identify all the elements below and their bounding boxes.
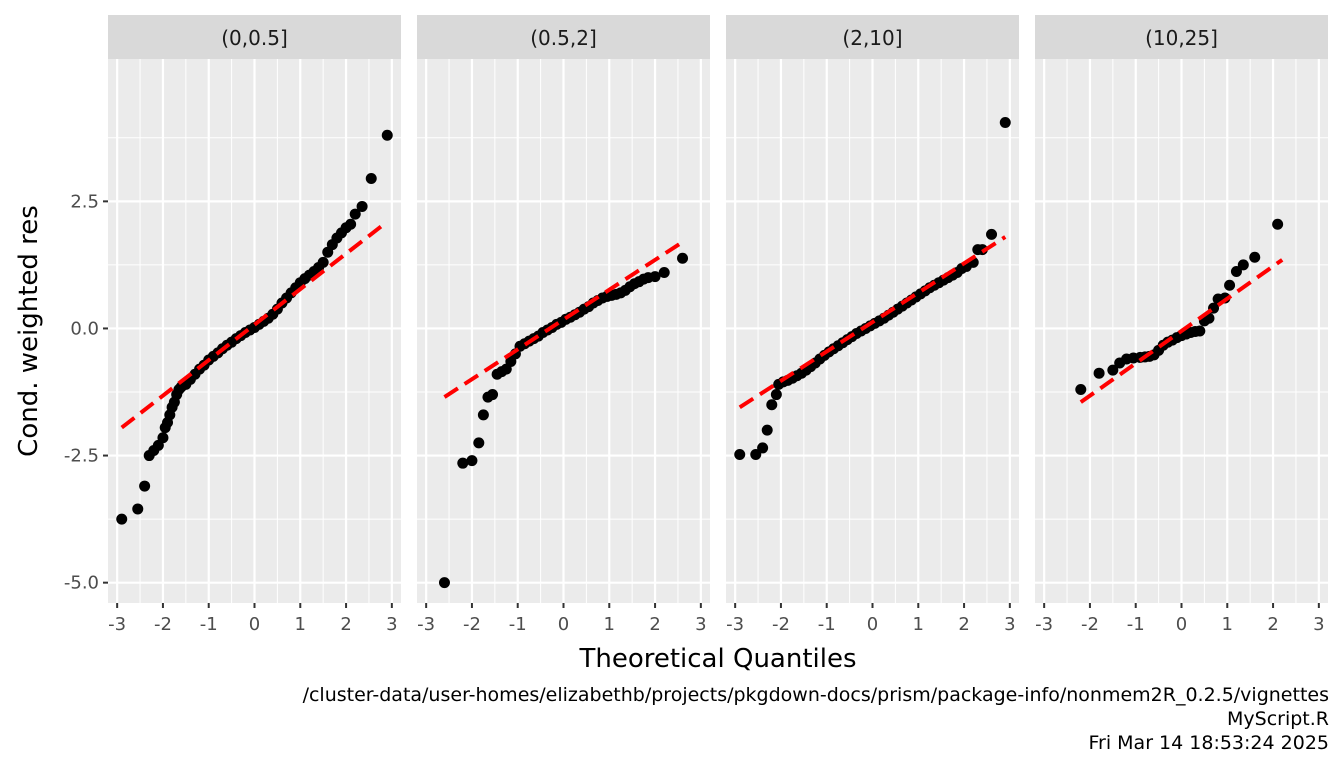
x-tick-label: 0 xyxy=(1176,614,1187,635)
facet-panel-3: (2,10] -3 -2 -1 0 1 2 3 xyxy=(726,15,1019,635)
data-point xyxy=(477,409,489,421)
data-point xyxy=(457,457,469,469)
data-point xyxy=(757,442,769,454)
x-tick-label: -1 xyxy=(1127,614,1145,635)
data-point xyxy=(132,503,144,515)
data-point xyxy=(1249,251,1261,263)
facet-strip-label: (10,25] xyxy=(1145,26,1218,50)
x-tick-label: -3 xyxy=(108,614,126,635)
qq-reference-line xyxy=(1079,258,1284,404)
x-axis-title: Theoretical Quantiles xyxy=(578,644,856,674)
data-point xyxy=(487,389,499,401)
data-point xyxy=(139,480,151,492)
data-point xyxy=(1093,367,1105,379)
data-point xyxy=(750,449,762,461)
x-tick-label: -3 xyxy=(417,614,435,635)
data-point xyxy=(1230,266,1242,278)
x-tick-label: 3 xyxy=(1313,614,1324,635)
x-tick-label: 1 xyxy=(604,614,615,635)
x-tick-label: 0 xyxy=(558,614,569,635)
data-point xyxy=(1194,325,1206,337)
data-point xyxy=(1237,259,1249,271)
data-point xyxy=(761,424,773,436)
caption-script: MyScript.R xyxy=(1227,708,1329,730)
y-tick-label: 2.5 xyxy=(70,191,99,212)
y-tick-label: -5.0 xyxy=(64,573,99,594)
y-axis-title: Cond. weighted res xyxy=(14,205,44,457)
data-point xyxy=(1272,218,1284,230)
qq-reference-line xyxy=(738,235,1007,409)
facet-strip-label: (0.5,2] xyxy=(530,26,597,50)
facet-panel-2: (0.5,2] -3 -2 -1 0 1 2 3 xyxy=(417,15,710,635)
x-tick-label: 3 xyxy=(695,614,706,635)
x-tick-label: 3 xyxy=(1004,614,1015,635)
x-tick-label: 1 xyxy=(1222,614,1233,635)
data-point xyxy=(649,271,661,283)
data-point xyxy=(381,129,393,141)
data-point xyxy=(157,432,169,444)
x-tick-label: 1 xyxy=(913,614,924,635)
data-point xyxy=(349,208,361,220)
facet-strip xyxy=(108,15,401,59)
data-point xyxy=(677,252,689,264)
facet-strip xyxy=(726,15,1019,59)
data-point xyxy=(317,256,329,268)
x-tick-label: -2 xyxy=(1081,614,1099,635)
x-tick-label: -1 xyxy=(509,614,527,635)
x-tick-label: 2 xyxy=(649,614,660,635)
x-tick-label: 0 xyxy=(249,614,260,635)
data-point xyxy=(345,218,357,230)
facet-strip xyxy=(417,15,710,59)
x-tick-label: -1 xyxy=(818,614,836,635)
data-point xyxy=(770,389,782,401)
qq-reference-line xyxy=(120,220,389,430)
qq-plot-chart: (0,0.5]-3 -2 -1 0 1 2 3(0.5,2]-3 -2 -1 0 1 2 3(2,10]… xyxy=(14,15,1328,674)
x-tick-label: 3 xyxy=(386,614,397,635)
data-point xyxy=(1107,364,1119,376)
facet-panel-1: (0,0.5] -3 -2 -1 0 1 2 3 xyxy=(108,15,401,635)
caption-timestamp: Fri Mar 14 18:53:24 2025 xyxy=(1088,732,1329,754)
y-tick-label: -2.5 xyxy=(64,446,99,467)
x-tick-label: -3 xyxy=(1035,614,1053,635)
data-point xyxy=(1224,279,1236,291)
x-tick-label: -2 xyxy=(463,614,481,635)
data-point xyxy=(766,399,778,411)
x-tick-label: 2 xyxy=(340,614,351,635)
data-point xyxy=(986,228,998,240)
caption-path: /cluster-data/user-homes/elizabethb/proj… xyxy=(302,684,1329,706)
data-point xyxy=(1075,383,1087,395)
data-point xyxy=(466,455,478,467)
facet-panel-4: (10,25] -3 -2 -1 0 1 2 3 xyxy=(1035,15,1328,635)
data-point xyxy=(438,577,450,589)
x-tick-label: -3 xyxy=(726,614,744,635)
data-point xyxy=(116,513,128,525)
x-tick-label: -1 xyxy=(200,614,218,635)
facet-strip-label: (2,10] xyxy=(842,26,902,50)
x-tick-label: 1 xyxy=(295,614,306,635)
x-tick-label: -2 xyxy=(154,614,172,635)
x-tick-label: 0 xyxy=(867,614,878,635)
data-point xyxy=(658,267,670,279)
x-tick-label: 2 xyxy=(958,614,969,635)
data-point xyxy=(365,172,377,184)
x-tick-label: -2 xyxy=(772,614,790,635)
data-point xyxy=(473,437,485,449)
y-tick-label: 0.0 xyxy=(70,318,99,339)
facet-strip xyxy=(1035,15,1328,59)
facet-strip-label: (0,0.5] xyxy=(221,26,288,50)
data-point xyxy=(999,117,1011,129)
data-point xyxy=(356,200,368,212)
x-tick-label: 2 xyxy=(1267,614,1278,635)
data-point xyxy=(734,449,746,461)
